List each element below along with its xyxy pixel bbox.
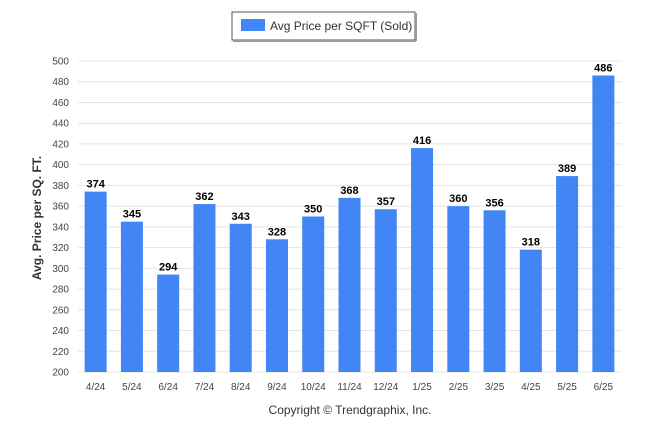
x-tick-label: 2/25	[449, 382, 469, 393]
x-tick-label: 6/24	[158, 382, 178, 393]
y-tick-label: 260	[52, 305, 69, 316]
x-tick-label: 7/24	[195, 382, 215, 393]
bar	[193, 204, 216, 372]
copyright-text: Copyright © Trendgraphix, Inc.	[269, 403, 432, 417]
y-tick-label: 300	[52, 264, 69, 275]
bar	[84, 191, 107, 372]
bar-value-label: 345	[123, 209, 141, 221]
bar-value-label: 328	[268, 226, 286, 238]
bar	[556, 176, 579, 372]
bar	[302, 216, 325, 372]
x-tick-label: 5/24	[122, 382, 142, 393]
bar	[519, 249, 542, 372]
y-tick-label: 480	[52, 77, 69, 88]
y-tick-label: 400	[52, 160, 69, 171]
bar-value-label: 389	[558, 163, 576, 175]
bar-value-label: 294	[159, 262, 178, 274]
bar	[338, 197, 361, 372]
bar-value-label: 360	[449, 193, 467, 205]
y-tick-label: 220	[52, 347, 69, 358]
bar	[447, 206, 470, 372]
y-tick-label: 460	[52, 98, 69, 109]
bar	[157, 274, 180, 372]
y-tick-label: 500	[52, 57, 69, 68]
bar-value-label: 350	[304, 204, 322, 216]
bar	[592, 75, 615, 372]
x-tick-label: 6/25	[594, 382, 614, 393]
data-labels: 374 345 294 362 343 328 350 368 357 416 360 356 318 3…	[86, 63, 612, 274]
x-tick-label: 3/25	[485, 382, 505, 393]
bar-value-label: 416	[413, 135, 431, 147]
bar	[374, 209, 397, 372]
x-tick-label: 11/24	[337, 382, 362, 393]
legend-label: Avg Price per SQFT (Sold)	[270, 19, 412, 33]
bar	[120, 221, 143, 372]
y-tick-label: 360	[52, 202, 69, 213]
bar-value-label: 362	[195, 191, 213, 203]
bar-value-label: 343	[232, 211, 250, 223]
x-axis-ticks: 4/24 5/24 6/24 7/24 8/24 9/24 10/24 11/24 12/24 1…	[86, 382, 614, 393]
bar	[483, 210, 506, 372]
y-tick-label: 440	[52, 119, 69, 130]
y-tick-label: 240	[52, 326, 69, 337]
bar-value-label: 374	[86, 179, 105, 191]
x-tick-label: 8/24	[231, 382, 251, 393]
bar-value-label: 368	[340, 185, 358, 197]
x-tick-label: 10/24	[301, 382, 326, 393]
x-tick-label: 4/24	[86, 382, 106, 393]
bars	[84, 75, 615, 372]
y-axis-title: Avg. Price per SQ. FT.	[30, 156, 44, 280]
bar-value-label: 356	[485, 197, 503, 209]
bar-value-label: 486	[594, 63, 612, 75]
bar-value-label: 318	[522, 237, 540, 249]
y-tick-label: 380	[52, 181, 69, 192]
bar	[229, 223, 252, 372]
x-tick-label: 4/25	[521, 382, 541, 393]
y-tick-label: 320	[52, 243, 69, 254]
y-axis-ticks: 200 220 240 260 280 300 320 340 360 380 400 420 440 4…	[52, 57, 69, 379]
bar	[411, 148, 434, 372]
legend: Avg Price per SQFT (Sold)	[231, 11, 417, 42]
y-tick-label: 200	[52, 368, 69, 379]
bar-value-label: 357	[377, 196, 395, 208]
bar	[265, 239, 288, 372]
x-tick-label: 9/24	[267, 382, 287, 393]
y-tick-label: 420	[52, 139, 69, 150]
x-tick-label: 12/24	[373, 382, 398, 393]
y-tick-label: 280	[52, 285, 69, 296]
x-tick-label: 5/25	[557, 382, 577, 393]
legend-swatch	[241, 19, 265, 31]
y-tick-label: 340	[52, 222, 69, 233]
x-tick-label: 1/25	[412, 382, 432, 393]
